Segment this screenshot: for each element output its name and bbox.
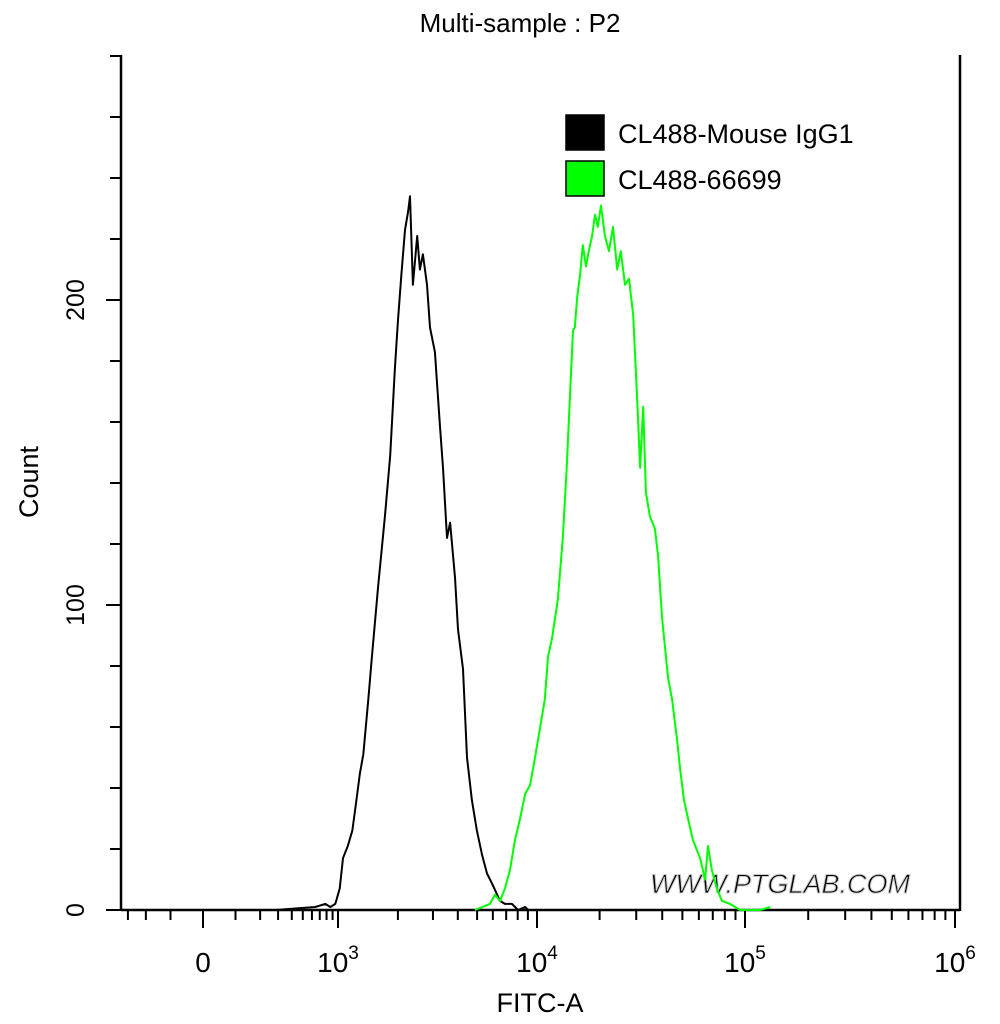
legend-label: CL488-Mouse IgG1 (618, 119, 854, 149)
tick-base: 10 (724, 947, 755, 978)
tick-base: 10 (934, 947, 965, 978)
tick-exponent: 4 (547, 943, 558, 964)
watermark: WWW.PTGLAB.COM (650, 869, 911, 900)
axes (119, 55, 962, 912)
legend: CL488-Mouse IgG1 CL488-66699 (565, 114, 854, 197)
legend-swatch (565, 114, 605, 151)
y-tick-label: 200 (62, 279, 90, 321)
y-axis-label: Count (14, 445, 44, 518)
tick-exponent: 6 (965, 943, 976, 964)
series-line-2 (474, 204, 771, 911)
chart-title: Multi-sample : P2 (420, 8, 621, 38)
x-tick-label: 103 (317, 943, 359, 978)
tick-base: 0 (195, 947, 211, 978)
tick-exponent: 3 (348, 943, 359, 964)
x-axis-label: FITC-A (497, 988, 584, 1018)
series-line-1 (275, 195, 529, 911)
tick-base: 10 (516, 947, 547, 978)
y-tick-label: 0 (62, 903, 90, 917)
tick-base: 10 (317, 947, 348, 978)
x-tick-label: 105 (724, 943, 766, 978)
y-tick-label: 100 (62, 584, 90, 626)
curves (275, 195, 771, 911)
legend-label: CL488-66699 (618, 165, 782, 195)
x-tick-label: 106 (934, 943, 976, 978)
tick-exponent: 5 (755, 943, 766, 964)
x-tick-label: 0 (195, 947, 211, 978)
watermark-text: WWW.PTGLAB.COM (650, 869, 910, 899)
x-tick-label: 104 (516, 943, 558, 978)
legend-swatch (565, 160, 605, 197)
